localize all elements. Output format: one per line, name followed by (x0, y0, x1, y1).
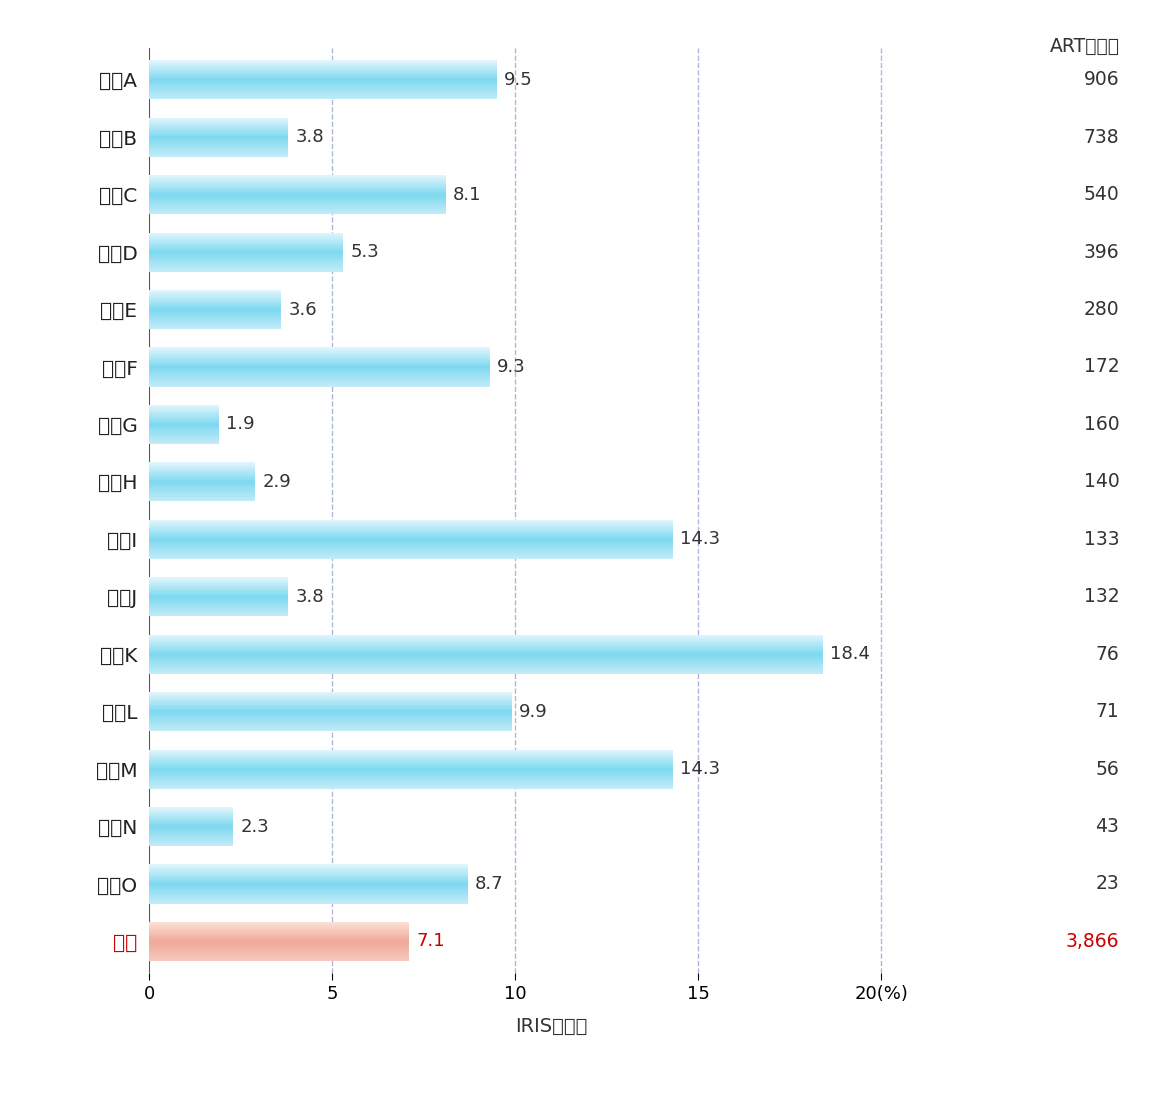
Text: 3.8: 3.8 (295, 128, 324, 146)
Text: 3,866: 3,866 (1066, 932, 1119, 951)
Text: 160: 160 (1084, 415, 1119, 434)
X-axis label: IRIS発症率: IRIS発症率 (516, 1016, 589, 1035)
Text: 14.3: 14.3 (680, 760, 720, 779)
Text: 43: 43 (1095, 817, 1119, 836)
Text: 23: 23 (1095, 875, 1119, 894)
Text: 14.3: 14.3 (680, 530, 720, 549)
Text: 906: 906 (1084, 71, 1119, 90)
Text: 7.1: 7.1 (417, 932, 445, 950)
Text: 140: 140 (1084, 472, 1119, 491)
Text: 56: 56 (1095, 760, 1119, 779)
Text: 133: 133 (1084, 530, 1119, 549)
Text: 8.1: 8.1 (454, 186, 481, 204)
Text: 2.9: 2.9 (263, 473, 292, 491)
Text: 172: 172 (1084, 357, 1119, 376)
Text: 9.5: 9.5 (504, 71, 533, 88)
Text: 9.3: 9.3 (497, 358, 525, 376)
Text: 2.3: 2.3 (241, 817, 269, 835)
Text: 738: 738 (1084, 127, 1119, 147)
Text: 132: 132 (1084, 587, 1119, 606)
Text: 540: 540 (1084, 185, 1119, 205)
Text: 8.7: 8.7 (475, 875, 503, 893)
Text: 1.9: 1.9 (226, 416, 255, 434)
Text: 76: 76 (1095, 645, 1119, 664)
Text: 18.4: 18.4 (830, 645, 870, 664)
Text: 3.8: 3.8 (295, 587, 324, 606)
Text: 5.3: 5.3 (351, 243, 380, 261)
Text: 280: 280 (1084, 300, 1119, 319)
Text: 396: 396 (1084, 242, 1119, 262)
Text: 9.9: 9.9 (519, 702, 548, 721)
Text: 3.6: 3.6 (288, 301, 317, 319)
Text: 71: 71 (1095, 702, 1119, 721)
Text: ART症例数: ART症例数 (1049, 38, 1119, 56)
